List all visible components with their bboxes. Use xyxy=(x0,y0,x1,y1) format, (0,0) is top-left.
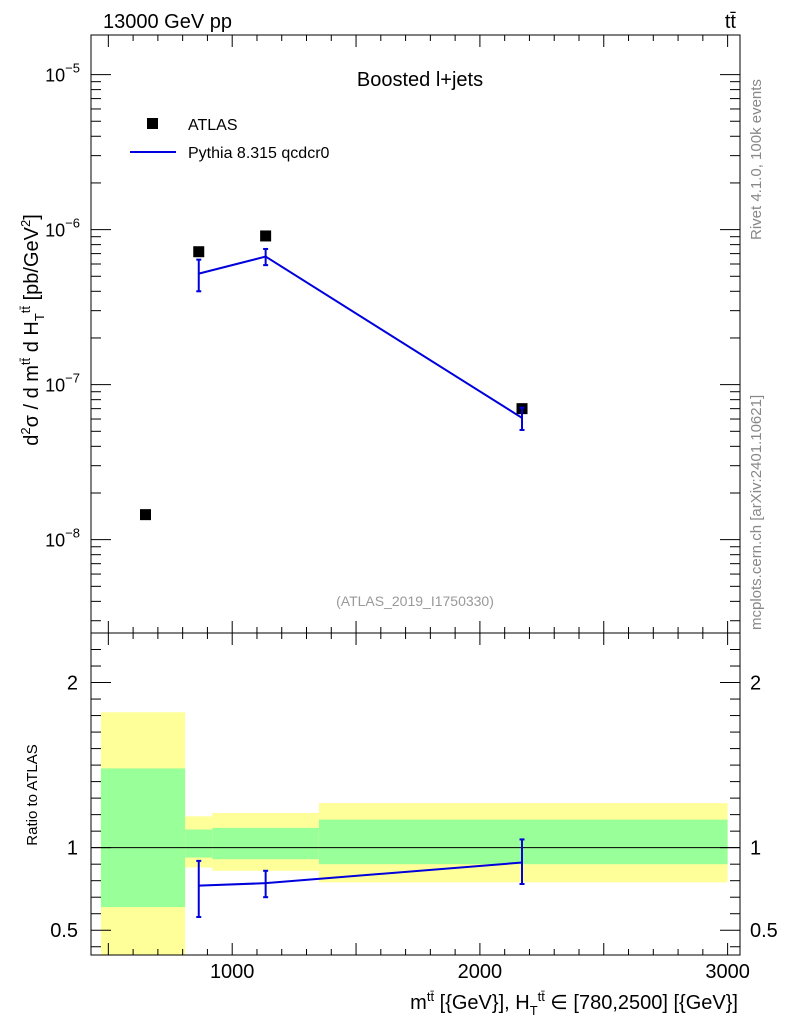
ratio-uncertainty-bands xyxy=(91,712,740,955)
ratio-ytick-label-left: 2 xyxy=(67,673,78,695)
analysis-id-label: (ATLAS_2019_I1750330) xyxy=(336,593,494,609)
ratio-ylabel: Ratio to ATLAS xyxy=(24,744,41,845)
ratio-ytick-label-left: 0.5 xyxy=(50,920,78,942)
ratio-ytick-label-right: 2 xyxy=(750,673,761,695)
main-ytick-label: 10−6 xyxy=(45,216,80,241)
main-ytick-label: 10−5 xyxy=(45,61,80,86)
ratio-band-green-3 xyxy=(318,819,728,865)
mcplots-label: mcplots.cern.ch [arXiv:2401.10621] xyxy=(748,395,765,630)
ratio-ytick-label-right: 0.5 xyxy=(750,920,778,942)
ratio-band-green-1 xyxy=(185,829,213,858)
ratio-ytick-label-right: 1 xyxy=(750,838,761,860)
x-tick-label: 2000 xyxy=(458,961,503,983)
legend-atlas-label: ATLAS xyxy=(188,117,238,134)
ratio-band-green-2 xyxy=(212,827,319,860)
atlas-data-point xyxy=(193,246,205,258)
main-axis-ticks: 10−8 10−7 10−6 10−5 xyxy=(45,35,740,633)
ratio-ytick-label-left: 1 xyxy=(67,838,78,860)
pythia-line xyxy=(198,255,523,419)
x-axis-label: mtt̄ [{GeV}], HTtt̄ ∈ [780,2500] [{GeV}] xyxy=(410,989,738,1018)
ratio-data-layer xyxy=(196,838,525,919)
main-ytick-label: 10−8 xyxy=(45,526,80,551)
ratio-plot-frame xyxy=(90,632,741,956)
atlas-data-point xyxy=(260,230,272,242)
legend-atlas-marker xyxy=(147,118,158,129)
legend: ATLAS Pythia 8.315 qcdcr0 xyxy=(130,117,330,162)
x-tick-label: 1000 xyxy=(210,961,255,983)
x-tick-label: 3000 xyxy=(705,961,750,983)
main-ylabel: d2σ / d mtt̄ d HTtt̄ [pb/GeV2] xyxy=(18,214,47,446)
main-data-layer xyxy=(139,230,528,521)
legend-pythia-label: Pythia 8.315 qcdcr0 xyxy=(188,145,330,162)
rivet-version-label: Rivet 4.1.0, 100k events xyxy=(748,79,765,240)
atlas-data-point xyxy=(139,509,151,521)
plot-title: Boosted l+jets xyxy=(357,69,483,91)
ratio-band-green-0 xyxy=(100,768,186,908)
header-energy-label: 13000 GeV pp xyxy=(103,11,232,33)
main-ytick-label: 10−7 xyxy=(45,371,80,396)
header-process-label: tt̄ xyxy=(725,11,737,33)
ratio-axis-ticks: 0.5 0.5 1 1 2 2 1000 2000 3000 xyxy=(50,633,778,983)
